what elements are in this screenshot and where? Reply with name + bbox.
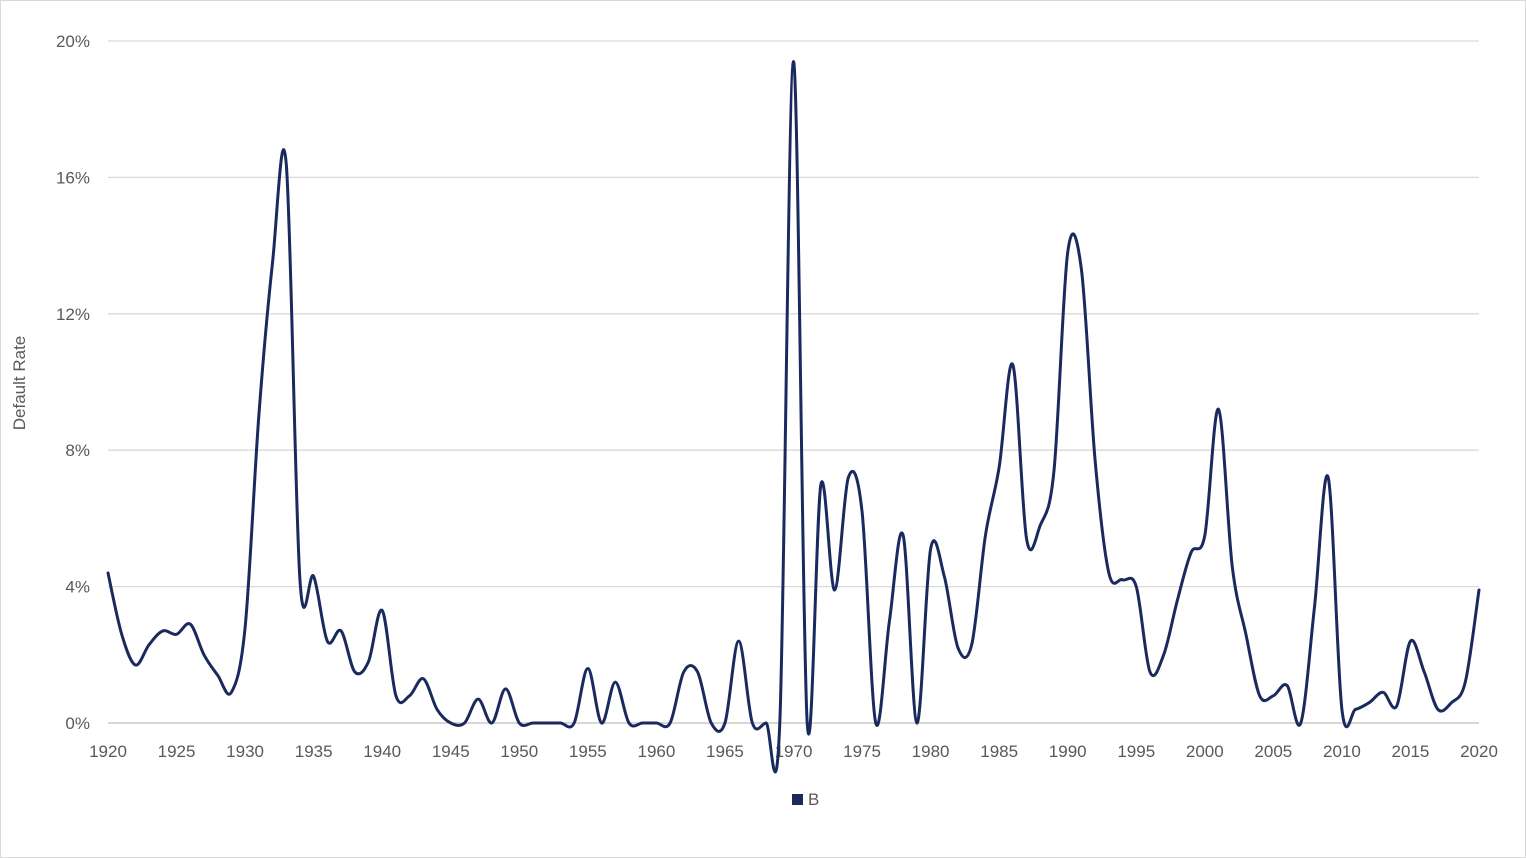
- x-tick-label: 1980: [912, 742, 950, 761]
- series-line-B: [106, 59, 1481, 774]
- x-tick-label: 1935: [295, 742, 333, 761]
- x-tick-label: 1955: [569, 742, 607, 761]
- legend-swatch: [792, 794, 803, 805]
- x-tick-label: 1965: [706, 742, 744, 761]
- y-tick-labels: 0% 4% 8% 12% 16% 20%: [56, 32, 90, 733]
- legend: B: [792, 790, 819, 809]
- x-tick-labels: 1920 1925 1930 1935 1940 1945 1950 1955 1960 1965…: [89, 742, 1498, 761]
- x-tick-label: 1940: [363, 742, 401, 761]
- y-tick-label: 8%: [65, 441, 90, 460]
- x-tick-label: 1960: [637, 742, 675, 761]
- x-tick-label: 1995: [1117, 742, 1155, 761]
- x-tick-label: 2000: [1186, 742, 1224, 761]
- x-tick-label: 1945: [432, 742, 470, 761]
- x-tick-label: 1990: [1049, 742, 1087, 761]
- x-tick-label: 1920: [89, 742, 127, 761]
- gridlines: [108, 40, 1479, 588]
- legend-label: B: [808, 790, 819, 809]
- y-tick-label: 16%: [56, 168, 90, 187]
- x-tick-label: 2010: [1323, 742, 1361, 761]
- x-tick-label: 1985: [980, 742, 1018, 761]
- x-tick-label: 2020: [1460, 742, 1498, 761]
- x-tick-label: 1975: [843, 742, 881, 761]
- y-axis-title: Default Rate: [10, 336, 29, 431]
- y-tick-label: 20%: [56, 32, 90, 51]
- y-tick-label: 4%: [65, 578, 90, 597]
- x-tick-label: 1950: [500, 742, 538, 761]
- x-tick-label: 1930: [226, 742, 264, 761]
- x-tick-label: 2005: [1254, 742, 1292, 761]
- x-tick-label: 2015: [1392, 742, 1430, 761]
- y-tick-label: 12%: [56, 305, 90, 324]
- series-group: [106, 59, 1481, 774]
- x-tick-label: 1970: [775, 742, 813, 761]
- y-tick-label: 0%: [65, 714, 90, 733]
- x-tick-label: 1925: [158, 742, 196, 761]
